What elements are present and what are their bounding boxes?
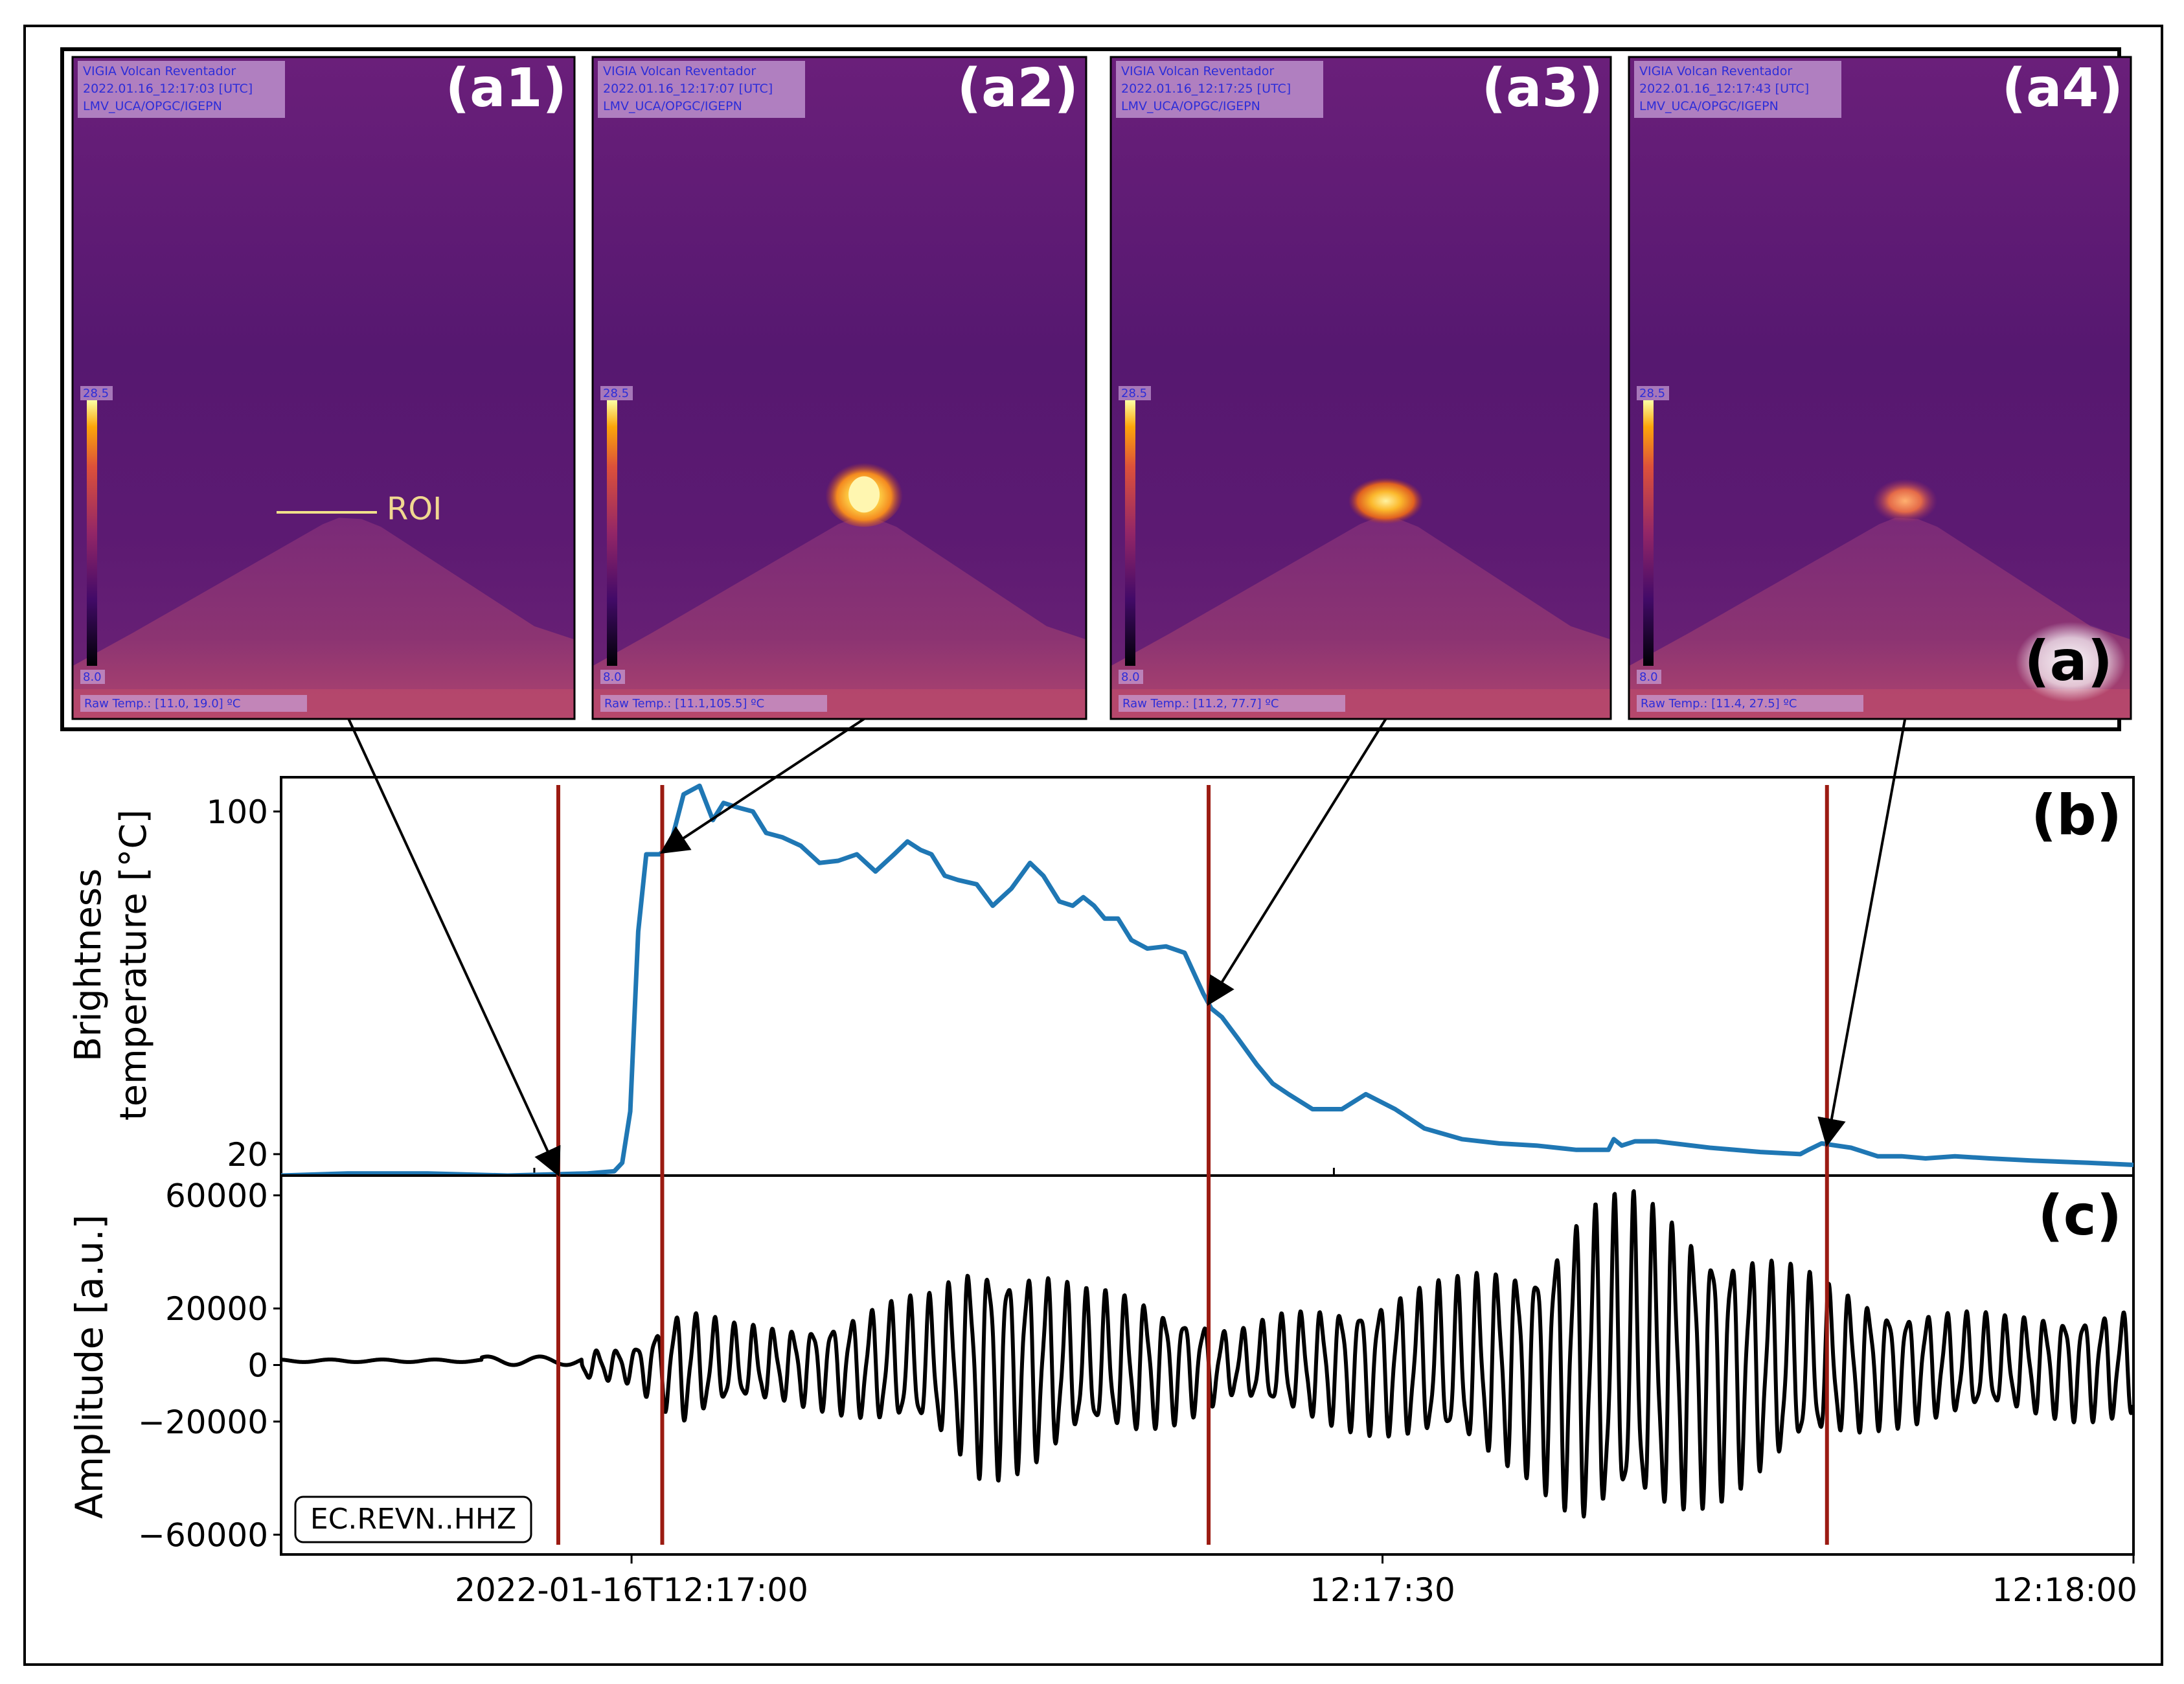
scale-max-label: 28.5 xyxy=(1639,387,1665,400)
frame-header-line: 2022.01.16_12:17:25 [UTC] xyxy=(1121,82,1291,96)
panel-a-label-backdrop xyxy=(2016,622,2126,702)
color-scale-bar xyxy=(607,400,617,666)
frame-header-line: 2022.01.16_12:17:07 [UTC] xyxy=(603,82,773,96)
raw-temp-box xyxy=(600,695,827,712)
scale-max-label: 28.5 xyxy=(603,387,629,400)
frame-header-box xyxy=(598,61,805,118)
frame-header-line: VIGIA Volcan Reventador xyxy=(83,64,236,78)
frame-header-line: LMV_UCA/OPGC/IGEPN xyxy=(603,99,742,113)
frame-label: (a1) xyxy=(446,58,567,119)
scale-max-box xyxy=(80,386,113,400)
frame-header-line: LMV_UCA/OPGC/IGEPN xyxy=(1121,99,1260,113)
thermal-images-panel: VIGIA Volcan Reventador 2022.01.16_12:17:… xyxy=(60,47,2132,731)
brightness-temperature-panel: Brightness temperature [°C] (b) 2010012:… xyxy=(67,776,2135,1224)
volcano-silhouette xyxy=(1111,518,1611,719)
frame-arrow xyxy=(347,718,561,1177)
scale-min-box xyxy=(600,670,625,684)
frame-header-box xyxy=(78,61,285,118)
frame-label: (a4) xyxy=(2002,58,2123,119)
panel-b-label: (b) xyxy=(2031,783,2122,848)
eruption-core xyxy=(848,476,880,513)
scale-max-box xyxy=(600,386,633,400)
frame-arrow xyxy=(1817,718,1907,1147)
color-scale-bar xyxy=(1125,400,1135,666)
panel-c-ytick-label: 0 xyxy=(247,1347,268,1385)
frame-border xyxy=(1628,56,2132,720)
frame-border xyxy=(591,56,1087,720)
roi-label: ROI xyxy=(387,491,442,527)
scale-min-label: 8.0 xyxy=(603,670,622,684)
raw-temp-box xyxy=(1637,695,1863,712)
frame-arrow xyxy=(1207,718,1387,1007)
panel-c-ytick-label: −20000 xyxy=(138,1404,268,1441)
thermal-frame-4: VIGIA Volcan Reventador 2022.01.16_12:17:… xyxy=(1628,56,2132,720)
scale-min-box xyxy=(1637,670,1661,684)
color-scale-bar xyxy=(87,400,97,666)
scale-max-label: 28.5 xyxy=(1121,387,1147,400)
scale-min-box xyxy=(1119,670,1143,684)
thermal-frame-2: VIGIA Volcan Reventador 2022.01.16_12:17:… xyxy=(591,56,1087,720)
frame-header-line: LMV_UCA/OPGC/IGEPN xyxy=(1639,99,1779,113)
scale-max-box xyxy=(1637,386,1669,400)
frame-label: (a3) xyxy=(1482,58,1603,119)
raw-temp-label: Raw Temp.: [11.0, 19.0] ºC xyxy=(84,697,240,711)
color-scale-bar xyxy=(1643,400,1654,666)
eruption-glow xyxy=(1348,477,1424,525)
panel-b-ylabel-line2: temperature [°C] xyxy=(113,810,155,1121)
panel-c-xtick-label: 12:17:30 xyxy=(1310,1571,1455,1609)
scale-min-label: 8.0 xyxy=(1639,670,1658,684)
raw-temp-label: Raw Temp.: [11.4, 27.5] ºC xyxy=(1641,697,1797,711)
raw-temp-box xyxy=(80,695,307,712)
panel-c-xtick-label: 12:18:00 xyxy=(1992,1571,2137,1609)
panel-b-ytick-label: 20 xyxy=(227,1136,268,1174)
frame-border xyxy=(71,56,576,720)
frame-header-line: VIGIA Volcan Reventador xyxy=(603,64,756,78)
scale-max-label: 28.5 xyxy=(83,387,109,400)
volcano-silhouette xyxy=(593,518,1086,719)
panel-c-ytick-label: 60000 xyxy=(165,1178,268,1215)
outer-frame xyxy=(23,25,2163,1666)
frame-header-line: VIGIA Volcan Reventador xyxy=(1639,64,1792,78)
panel-a-label: (a) xyxy=(2024,629,2113,694)
thermal-frame-3: VIGIA Volcan Reventador 2022.01.16_12:17:… xyxy=(1109,56,1612,720)
panel-b-ylabel-line1: Brightness xyxy=(67,869,109,1062)
volcano-silhouette xyxy=(73,518,574,719)
eruption-glow xyxy=(1872,479,1938,523)
frame-header-line: LMV_UCA/OPGC/IGEPN xyxy=(83,99,222,113)
scale-min-box xyxy=(80,670,105,684)
thermal-frame-1: VIGIA Volcan Reventador 2022.01.16_12:17:… xyxy=(71,56,576,720)
frame-header-line: 2022.01.16_12:17:03 [UTC] xyxy=(83,82,253,96)
volcano-silhouette xyxy=(1629,518,2131,719)
station-label-box xyxy=(294,1496,532,1543)
frame-border xyxy=(1109,56,1612,720)
station-label: EC.REVN..HHZ xyxy=(310,1503,516,1536)
scale-max-box xyxy=(1119,386,1151,400)
scale-min-label: 8.0 xyxy=(1121,670,1140,684)
panel-c-ytick-label: 20000 xyxy=(165,1290,268,1328)
raw-temp-label: Raw Temp.: [11.1,105.5] ºC xyxy=(604,697,764,711)
frame-header-line: VIGIA Volcan Reventador xyxy=(1121,64,1274,78)
panel-b-ytick-label: 100 xyxy=(207,793,268,831)
raw-temp-label: Raw Temp.: [11.2, 77.7] ºC xyxy=(1122,697,1279,711)
panel-c-xtick-label: 2022-01-16T12:17:00 xyxy=(455,1571,808,1609)
scale-min-label: 8.0 xyxy=(83,670,102,684)
panel-c-label: (c) xyxy=(2038,1183,2122,1248)
frame-header-box xyxy=(1116,61,1323,118)
brightness-temperature-series xyxy=(280,783,2134,1178)
event-markers xyxy=(556,785,1829,1545)
frame-header-box xyxy=(1634,61,1841,118)
raw-temp-box xyxy=(1119,695,1345,712)
panel-c-ytick-label: −60000 xyxy=(138,1516,268,1554)
panel-c-ylabel: Amplitude [a.u.] xyxy=(67,1214,111,1519)
frame-header-line: 2022.01.16_12:17:43 [UTC] xyxy=(1639,82,1809,96)
frame-arrow xyxy=(659,718,865,854)
frame-arrows xyxy=(347,718,1907,1177)
frame-label: (a2) xyxy=(957,58,1078,119)
